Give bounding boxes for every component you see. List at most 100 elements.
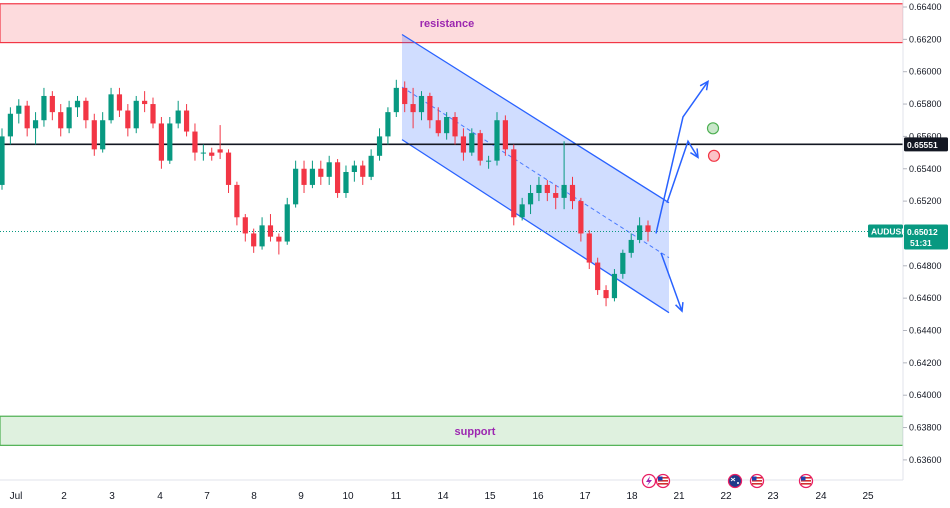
candle-body (460, 136, 467, 153)
markers[interactable] (706, 122, 721, 162)
price-axis[interactable]: 0.66400 0.66200 0.66000 0.65800 0.65600 0.654… (903, 2, 942, 465)
time-tick-label: 21 (673, 491, 685, 502)
price-tick-label: 0.64200 (909, 358, 942, 368)
key-level-tag: 0.65551 (904, 137, 948, 152)
candle-body (544, 184, 550, 194)
candle-body (444, 116, 450, 134)
time-axis-bg (0, 480, 950, 508)
red-circle-marker[interactable] (707, 149, 721, 162)
time-tick-label: 2 (61, 491, 67, 502)
candle-body (611, 273, 618, 299)
candle-body (477, 133, 483, 161)
candle-body (376, 136, 383, 156)
economic-events[interactable] (641, 473, 814, 489)
arrow-path (655, 80, 709, 234)
candle-body (217, 149, 223, 153)
price-tick-label: 0.65600 (909, 131, 942, 141)
candle-body (242, 217, 248, 234)
channel-lower-line[interactable] (401, 139, 670, 314)
time-tick-label: Jul (10, 491, 23, 502)
us-flag-icon[interactable] (749, 473, 765, 489)
scenario-retest-arrow[interactable] (666, 139, 699, 203)
current-price-tag: AUDUSD 0.65012 51:31 (868, 224, 948, 250)
candle-body (91, 120, 97, 150)
candle-body (125, 110, 131, 129)
scenario-bullish-arrow[interactable] (655, 79, 709, 234)
price-axis-bg (903, 0, 950, 508)
arrow-path (660, 252, 683, 312)
candle-body (150, 104, 156, 124)
us-flag-icon[interactable] (798, 473, 814, 489)
candle-body (301, 168, 307, 185)
candle-body (452, 116, 458, 137)
candle-body (334, 162, 341, 194)
event-icon[interactable] (641, 473, 657, 489)
candle-body (133, 100, 139, 129)
arrow-head (675, 302, 684, 313)
candle-body (251, 233, 257, 247)
scenario-bearish-arrow[interactable] (660, 252, 684, 313)
price-tick-label: 0.63800 (909, 423, 942, 433)
candle-body (519, 204, 525, 218)
candle-body (553, 193, 559, 198)
candle-body (158, 123, 165, 161)
price-tick-label: 0.64400 (909, 326, 942, 336)
price-tick-label: 0.65400 (909, 164, 942, 174)
candles-layer (0, 79, 651, 307)
scenario-arrows[interactable] (655, 79, 709, 313)
candle-body (485, 160, 492, 162)
candle-body (284, 204, 290, 242)
time-tick-label: 9 (298, 491, 304, 502)
candle-body (326, 162, 332, 177)
candle-body (469, 133, 475, 153)
symbol-label: AUDUSD (871, 227, 907, 237)
candle-body (116, 94, 123, 111)
candle-body (192, 131, 198, 153)
time-axis[interactable]: Jul 2 3 4 7 8 9 10 11 14 15 16 17 18 21 22 23 24 25 (10, 491, 874, 502)
time-tick-label: 17 (579, 491, 591, 502)
candle-body (234, 184, 240, 218)
price-tick-label: 0.66400 (909, 2, 942, 12)
descending-channel[interactable] (401, 33, 670, 314)
candle-body (108, 94, 114, 121)
us-flag-icon[interactable] (655, 473, 671, 489)
time-tick-label: 16 (532, 491, 544, 502)
price-tick-label: 0.63600 (909, 455, 942, 465)
zones-layer: resistance support (0, 3, 904, 446)
candle-body (83, 100, 89, 121)
current-price-value: 0.65012 (907, 227, 938, 237)
price-tick-label: 0.65800 (909, 99, 942, 109)
candle-body (175, 110, 181, 124)
candle-body (49, 95, 55, 113)
symbol-tag (868, 224, 903, 238)
candle-body (527, 193, 534, 205)
support-zone (0, 415, 904, 446)
time-tick-label: 3 (109, 491, 115, 502)
price-tick-label: 0.66000 (909, 67, 942, 77)
candle-body (410, 104, 416, 113)
candle-body (511, 149, 517, 218)
candle-body (267, 225, 274, 237)
candle-body (368, 155, 374, 177)
candle-body (167, 123, 173, 161)
price-tick-label: 0.64600 (909, 293, 942, 303)
candle-body (41, 95, 47, 121)
arrow-head (690, 148, 699, 159)
candle-body (393, 87, 399, 113)
channel-upper-line[interactable] (401, 33, 670, 204)
time-tick-label: 18 (626, 491, 638, 502)
candle-body (620, 252, 626, 274)
candle-body (427, 95, 433, 121)
candle-body (225, 152, 232, 185)
key-level-price: 0.65551 (907, 140, 938, 150)
au-flag-icon[interactable] (727, 473, 743, 489)
candle-body (536, 184, 542, 194)
candle-body (183, 110, 190, 132)
price-tick-label: 0.64000 (909, 390, 942, 400)
resistance-zone (0, 3, 904, 44)
candle-body (628, 239, 634, 253)
green-circle-marker[interactable] (706, 122, 720, 135)
candle-body (343, 171, 349, 194)
price-tick-label: 0.66200 (909, 34, 942, 44)
